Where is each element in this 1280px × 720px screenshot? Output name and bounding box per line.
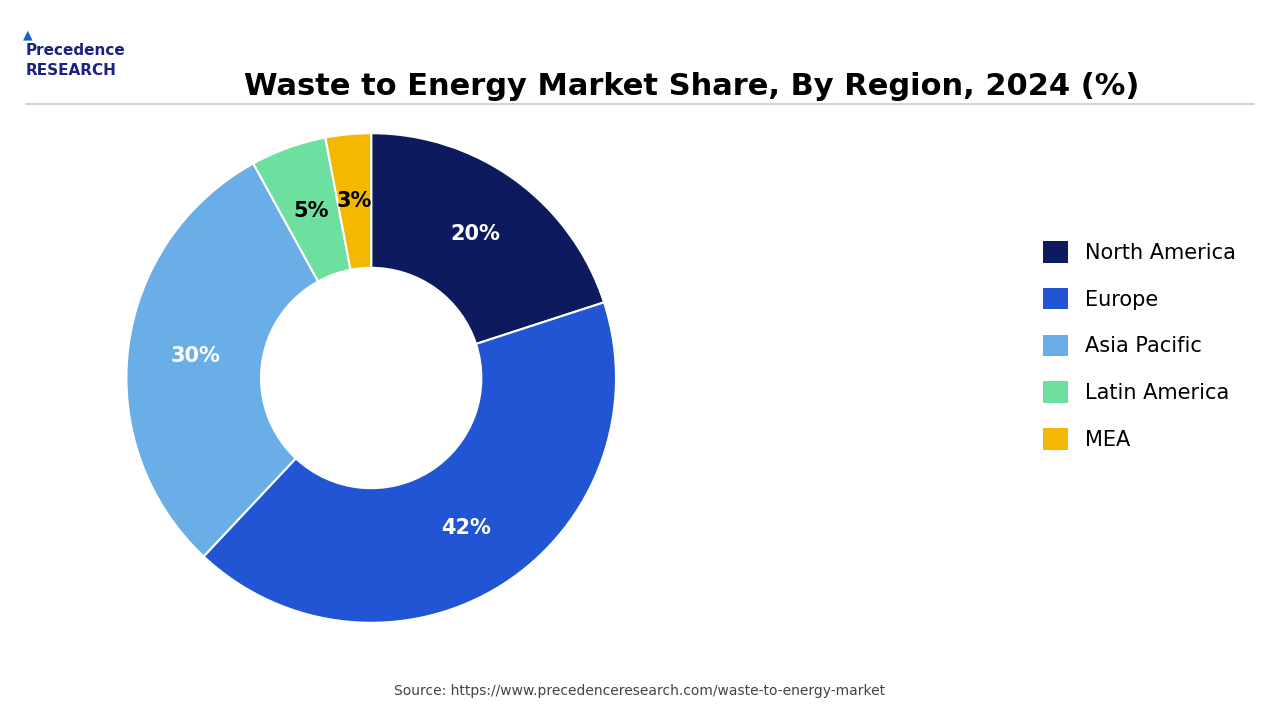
Text: Source: https://www.precedenceresearch.com/waste-to-energy-market: Source: https://www.precedenceresearch.c… [394,685,886,698]
Legend: North America, Europe, Asia Pacific, Latin America, MEA: North America, Europe, Asia Pacific, Lat… [1034,233,1244,458]
Text: Waste to Energy Market Share, By Region, 2024 (%): Waste to Energy Market Share, By Region,… [243,72,1139,101]
Wedge shape [253,138,351,282]
Wedge shape [127,163,319,557]
Text: 3%: 3% [337,192,372,211]
Wedge shape [371,133,604,344]
Text: 5%: 5% [293,201,329,221]
Text: 30%: 30% [170,346,220,366]
Wedge shape [204,302,616,623]
Wedge shape [325,133,371,270]
Text: ▲: ▲ [23,29,33,42]
Text: Precedence
RESEARCH: Precedence RESEARCH [26,43,125,78]
Text: 42%: 42% [442,518,492,538]
Text: 20%: 20% [451,225,500,244]
